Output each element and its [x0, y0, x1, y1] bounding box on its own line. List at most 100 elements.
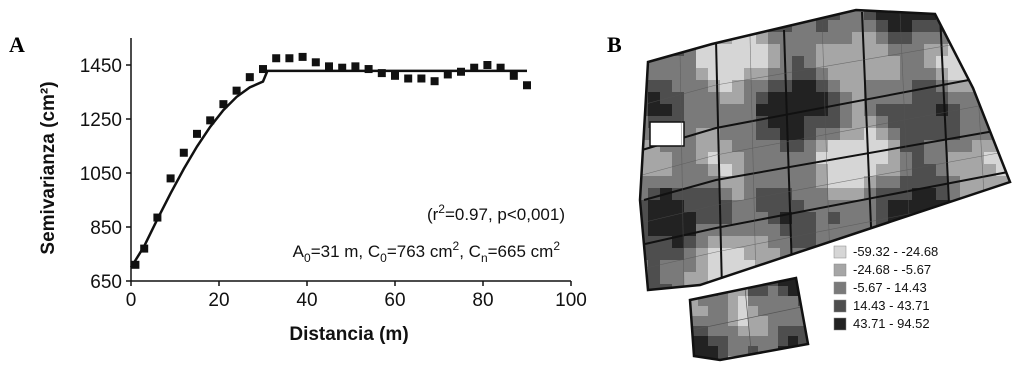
inset-map-cell [778, 296, 789, 307]
map-cell [672, 10, 685, 21]
inset-map-cell [698, 296, 709, 307]
map-cell [924, 116, 937, 129]
map-cell [640, 212, 649, 225]
map-cell [924, 152, 937, 165]
map-cell [756, 236, 769, 249]
map-cell [900, 224, 913, 237]
map-cell [744, 92, 757, 105]
map-cell [732, 164, 745, 177]
inset-map-cell [708, 326, 719, 337]
map-cell [780, 236, 793, 249]
data-point [391, 71, 399, 80]
map-cell [1008, 284, 1010, 290]
map-cell [828, 128, 841, 141]
map-cell [912, 92, 925, 105]
map-cell [804, 56, 817, 69]
map-cell [852, 164, 865, 177]
map-cell [768, 248, 781, 261]
map-cell [840, 56, 853, 69]
map-cell [744, 188, 757, 201]
map-cell [828, 32, 841, 45]
inset-map-cell [758, 336, 769, 347]
map-cell [912, 10, 925, 21]
map-cell [816, 212, 829, 225]
map-cell [756, 188, 769, 201]
map-cell [924, 128, 937, 141]
map-cell [732, 20, 745, 33]
map-cell [696, 152, 709, 165]
map-cell [780, 224, 793, 237]
map-cell [708, 68, 721, 81]
map-cell [684, 272, 697, 285]
map-cell [660, 260, 673, 273]
map-cell [756, 200, 769, 213]
legend-swatch [833, 317, 847, 331]
inset-map-cell [708, 296, 719, 307]
inset-map-cell [718, 306, 729, 317]
data-point [166, 174, 175, 183]
map-cell [960, 176, 973, 189]
map-cell [804, 176, 817, 189]
inset-map-cell [748, 326, 759, 337]
inset-map-cell [748, 286, 759, 297]
map-cell [768, 152, 781, 165]
map-cell [912, 224, 925, 237]
map-cell [660, 68, 673, 81]
map-cell [864, 176, 877, 189]
map-cell [708, 92, 721, 105]
map-cell [840, 92, 853, 105]
map-cell [888, 164, 901, 177]
map-cell [972, 152, 985, 165]
data-point [523, 81, 531, 90]
map-cell [972, 116, 985, 129]
map-cell [780, 260, 793, 273]
inset-map-cell [768, 286, 779, 297]
map-cell [696, 80, 709, 93]
map-cell [708, 200, 721, 213]
map-cell [936, 272, 949, 285]
map-cell [684, 260, 697, 273]
map-cell [672, 200, 685, 213]
map-cell [816, 284, 829, 290]
map-cell [996, 10, 1009, 21]
inset-map-cell [748, 346, 759, 357]
inset-map-cell [808, 346, 819, 357]
map-cell [792, 92, 805, 105]
inset-map-cell [698, 326, 709, 337]
map-cell [648, 176, 661, 189]
map-cell [640, 32, 649, 45]
map-cell [648, 248, 661, 261]
map-cell [756, 68, 769, 81]
data-point [457, 67, 465, 76]
map-cell [720, 188, 733, 201]
data-point [377, 69, 386, 78]
map-cell [792, 260, 805, 273]
plot-boundaries [641, 11, 1009, 290]
map-cell [996, 68, 1009, 81]
map-cell [756, 176, 769, 189]
map-cell [1008, 56, 1010, 69]
map-cell [912, 68, 925, 81]
map-cell [924, 20, 937, 33]
map-cell [804, 80, 817, 93]
inset-map-cell [758, 296, 769, 307]
map-cell [792, 140, 805, 153]
panel-label-a: A [9, 32, 25, 57]
map-cell [684, 68, 697, 81]
map-cell [852, 68, 865, 81]
map-cell [948, 224, 961, 237]
kriging-map-panel: B [607, 8, 1012, 362]
map-cell [996, 128, 1009, 141]
inset-map-cell [748, 306, 759, 317]
map-cell [912, 140, 925, 153]
map-cell [972, 20, 985, 33]
map-cell [804, 188, 817, 201]
map-cell [804, 140, 817, 153]
y-tick-label: 1450 [80, 56, 122, 77]
map-cell [672, 248, 685, 261]
map-cell [768, 92, 781, 105]
map-cell [648, 272, 661, 285]
map-cell [792, 104, 805, 117]
map-cell [672, 104, 685, 117]
map-cell [972, 68, 985, 81]
